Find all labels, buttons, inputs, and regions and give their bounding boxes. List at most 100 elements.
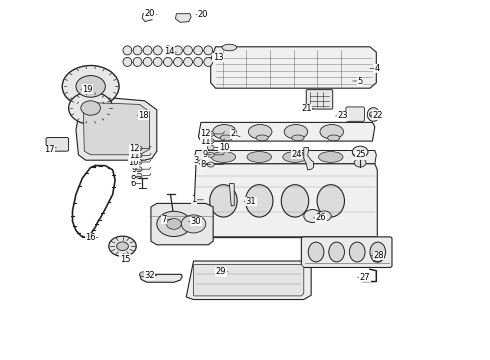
Polygon shape bbox=[194, 164, 377, 238]
Ellipse shape bbox=[123, 46, 132, 55]
Circle shape bbox=[135, 167, 142, 172]
Ellipse shape bbox=[133, 46, 142, 55]
Circle shape bbox=[181, 215, 206, 233]
Circle shape bbox=[207, 145, 214, 150]
Ellipse shape bbox=[184, 46, 193, 55]
Circle shape bbox=[207, 152, 214, 157]
Ellipse shape bbox=[220, 135, 232, 141]
Polygon shape bbox=[151, 203, 213, 245]
Polygon shape bbox=[175, 14, 191, 22]
Polygon shape bbox=[142, 14, 153, 22]
Text: 11: 11 bbox=[200, 137, 213, 146]
Text: 31: 31 bbox=[244, 197, 256, 206]
Text: 15: 15 bbox=[120, 254, 130, 264]
Circle shape bbox=[62, 66, 119, 107]
Ellipse shape bbox=[283, 152, 307, 162]
Circle shape bbox=[117, 242, 128, 251]
Circle shape bbox=[135, 159, 142, 165]
Ellipse shape bbox=[173, 58, 182, 67]
Ellipse shape bbox=[164, 46, 172, 55]
Text: 28: 28 bbox=[371, 251, 384, 260]
Ellipse shape bbox=[211, 152, 236, 162]
Ellipse shape bbox=[173, 46, 182, 55]
Text: 10: 10 bbox=[217, 143, 229, 152]
Circle shape bbox=[207, 162, 214, 167]
Ellipse shape bbox=[194, 46, 202, 55]
Ellipse shape bbox=[143, 46, 152, 55]
Circle shape bbox=[354, 158, 366, 167]
Ellipse shape bbox=[153, 58, 162, 67]
Ellipse shape bbox=[164, 58, 172, 67]
Circle shape bbox=[140, 272, 147, 277]
Ellipse shape bbox=[204, 46, 213, 55]
Text: 8: 8 bbox=[201, 160, 211, 169]
Text: 17: 17 bbox=[44, 145, 56, 154]
Text: 8: 8 bbox=[131, 172, 141, 181]
Text: 21: 21 bbox=[301, 104, 314, 113]
Text: 20: 20 bbox=[145, 9, 157, 18]
Text: 14: 14 bbox=[164, 47, 176, 56]
Polygon shape bbox=[76, 97, 157, 160]
Ellipse shape bbox=[317, 185, 344, 217]
Ellipse shape bbox=[194, 58, 202, 67]
FancyBboxPatch shape bbox=[346, 107, 365, 121]
Circle shape bbox=[304, 210, 321, 222]
Text: 11: 11 bbox=[129, 152, 142, 161]
Ellipse shape bbox=[204, 58, 213, 67]
Ellipse shape bbox=[320, 125, 343, 139]
Text: 23: 23 bbox=[336, 112, 348, 120]
Circle shape bbox=[369, 112, 377, 117]
Text: 10: 10 bbox=[128, 158, 141, 167]
Ellipse shape bbox=[370, 242, 386, 262]
Ellipse shape bbox=[248, 125, 272, 139]
Text: 20: 20 bbox=[196, 10, 208, 19]
Ellipse shape bbox=[327, 135, 340, 141]
Polygon shape bbox=[198, 122, 375, 141]
Text: 7: 7 bbox=[162, 215, 172, 224]
Ellipse shape bbox=[123, 58, 132, 67]
Text: 27: 27 bbox=[358, 273, 370, 282]
Text: 2: 2 bbox=[231, 130, 240, 139]
Text: 12: 12 bbox=[129, 144, 142, 153]
FancyBboxPatch shape bbox=[46, 138, 69, 151]
Ellipse shape bbox=[222, 44, 237, 51]
FancyBboxPatch shape bbox=[306, 90, 333, 109]
Text: 9: 9 bbox=[132, 166, 142, 175]
Circle shape bbox=[207, 139, 214, 144]
Ellipse shape bbox=[292, 135, 304, 141]
Polygon shape bbox=[211, 47, 376, 88]
Ellipse shape bbox=[210, 185, 237, 217]
Text: 9: 9 bbox=[202, 150, 212, 159]
Ellipse shape bbox=[284, 125, 308, 139]
Text: 19: 19 bbox=[81, 85, 93, 94]
Text: 13: 13 bbox=[211, 53, 223, 62]
Ellipse shape bbox=[256, 135, 269, 141]
Polygon shape bbox=[194, 265, 304, 296]
Circle shape bbox=[167, 219, 181, 229]
Text: 18: 18 bbox=[137, 111, 149, 120]
Circle shape bbox=[76, 76, 105, 97]
Text: 12: 12 bbox=[200, 130, 213, 139]
Ellipse shape bbox=[245, 185, 273, 217]
Ellipse shape bbox=[281, 185, 309, 217]
Text: 1: 1 bbox=[191, 195, 203, 204]
Circle shape bbox=[69, 92, 113, 124]
Circle shape bbox=[318, 211, 331, 221]
Text: 4: 4 bbox=[370, 64, 380, 73]
Circle shape bbox=[135, 173, 142, 178]
Ellipse shape bbox=[349, 242, 365, 262]
Circle shape bbox=[109, 236, 136, 256]
Text: 16: 16 bbox=[85, 233, 98, 242]
Text: 3: 3 bbox=[194, 156, 203, 165]
Circle shape bbox=[135, 153, 142, 158]
Circle shape bbox=[157, 211, 191, 237]
Polygon shape bbox=[194, 150, 376, 164]
Ellipse shape bbox=[308, 242, 324, 262]
Ellipse shape bbox=[247, 152, 271, 162]
Ellipse shape bbox=[143, 58, 152, 67]
Circle shape bbox=[81, 101, 100, 115]
Text: 6: 6 bbox=[131, 179, 141, 188]
Circle shape bbox=[352, 146, 368, 158]
Ellipse shape bbox=[153, 46, 162, 55]
Polygon shape bbox=[304, 148, 314, 170]
